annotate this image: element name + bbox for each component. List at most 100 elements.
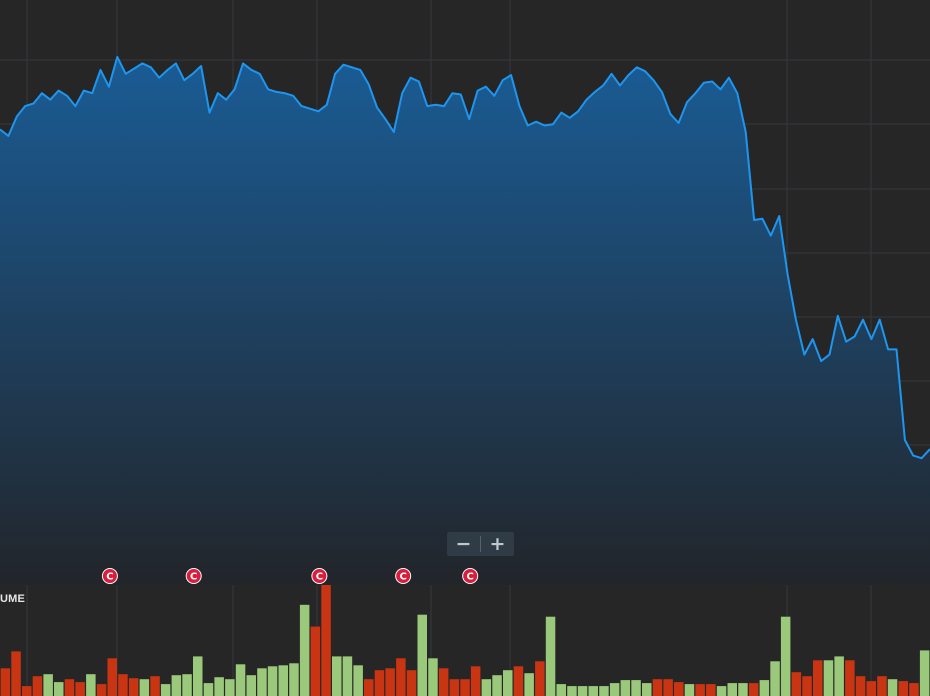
volume-bar: [609, 683, 620, 696]
volume-bar: [342, 656, 353, 696]
volume-bar: [257, 668, 267, 696]
event-marker: C: [311, 568, 328, 584]
price-area: [0, 56, 930, 585]
volume-bar: [470, 666, 481, 696]
price-line: [0, 55, 930, 460]
event-c-icon: [311, 568, 328, 584]
volume-bar: [43, 674, 53, 696]
volume-bar: [620, 680, 631, 696]
volume-bar: [642, 683, 652, 696]
volume-bar: [171, 675, 182, 696]
volume-bar: [631, 680, 641, 696]
zoom-separator: [480, 536, 481, 552]
event-marker-letter: C: [316, 572, 323, 583]
event-c-icon: [185, 568, 202, 584]
volume-bar: [107, 658, 117, 696]
volume-bar: [75, 682, 85, 696]
volume-bar: [887, 679, 898, 696]
volume-bar: [866, 681, 876, 696]
volume-bar: [438, 668, 449, 696]
volume-bar: [11, 651, 21, 696]
event-marker: C: [185, 568, 202, 584]
volume-bar: [524, 673, 534, 696]
volume-bar: [246, 675, 256, 696]
volume-bar: [492, 675, 502, 696]
event-c-icon: [101, 568, 118, 584]
volume-bar: [64, 679, 75, 696]
volume-bar: [845, 660, 855, 696]
volume-bar: [225, 679, 235, 696]
volume-bar: [267, 666, 278, 696]
volume-bar: [567, 686, 577, 696]
volume-bar: [674, 682, 684, 696]
volume-bar: [855, 676, 866, 696]
volume-bar: [588, 686, 598, 696]
volume-bar: [417, 614, 427, 696]
volume-bar: [193, 656, 203, 696]
event-c-icon: [395, 568, 412, 584]
volume-bar: [503, 670, 513, 696]
volume-bar: [684, 684, 695, 696]
volume-bar: [535, 661, 545, 696]
volume-bar: [203, 683, 214, 696]
volume-bar: [128, 678, 139, 696]
volume-bar: [299, 604, 310, 696]
volume-bar: [86, 674, 96, 696]
volume-bar: [748, 683, 759, 696]
volume-bar: [481, 679, 492, 696]
volume-bar: [663, 679, 673, 696]
volume-bar: [834, 656, 844, 696]
volume-bar: [353, 665, 363, 696]
volume-bar: [770, 661, 780, 696]
event-c-icon: [462, 568, 479, 584]
volume-bar: [160, 684, 171, 696]
volume-bar: [545, 616, 556, 696]
volume-bar: [599, 686, 609, 696]
volume-bar: [706, 684, 716, 696]
volume-bar: [310, 626, 321, 696]
volume-bar: [364, 679, 374, 696]
volume-bar: [460, 679, 470, 696]
volume-bar: [406, 670, 417, 696]
volume-bar: [289, 663, 299, 696]
volume-bar: [32, 676, 43, 696]
event-marker-letter: C: [106, 572, 113, 583]
volume-label: UME: [0, 593, 26, 605]
event-marker: C: [101, 568, 118, 584]
volume-bar: [22, 686, 32, 696]
volume-bar: [919, 650, 930, 696]
volume-bar: [374, 670, 385, 696]
event-marker-letter: C: [399, 572, 406, 583]
minus-icon[interactable]: −: [455, 533, 472, 555]
volume-bar: [235, 664, 246, 696]
event-marker-letter: C: [190, 572, 197, 583]
event-marker-letter: C: [467, 572, 474, 583]
volume-bar: [396, 658, 406, 696]
volume-bar: [695, 684, 705, 696]
volume-bar: [780, 616, 791, 696]
volume-bar: [150, 676, 160, 696]
volume-bar: [813, 660, 823, 696]
volume-bar: [802, 676, 812, 696]
volume-bar: [278, 665, 288, 696]
volume-bar: [759, 680, 770, 696]
volume-bar: [823, 660, 834, 696]
volume-bar: [738, 683, 748, 696]
volume-bar: [909, 683, 919, 696]
volume-bar: [556, 684, 566, 696]
volume-bar: [652, 679, 663, 696]
volume-bar: [791, 672, 802, 696]
event-marker: C: [462, 568, 479, 584]
zoom-control: − +: [447, 532, 514, 556]
volume-bar: [0, 668, 11, 696]
volume-bar: [577, 686, 588, 696]
price-series: [0, 55, 930, 585]
plus-icon[interactable]: +: [489, 533, 506, 555]
volume-bar: [332, 656, 342, 696]
volume-bar: [898, 681, 908, 696]
volume-bar: [54, 682, 64, 696]
volume-bar: [96, 684, 107, 696]
